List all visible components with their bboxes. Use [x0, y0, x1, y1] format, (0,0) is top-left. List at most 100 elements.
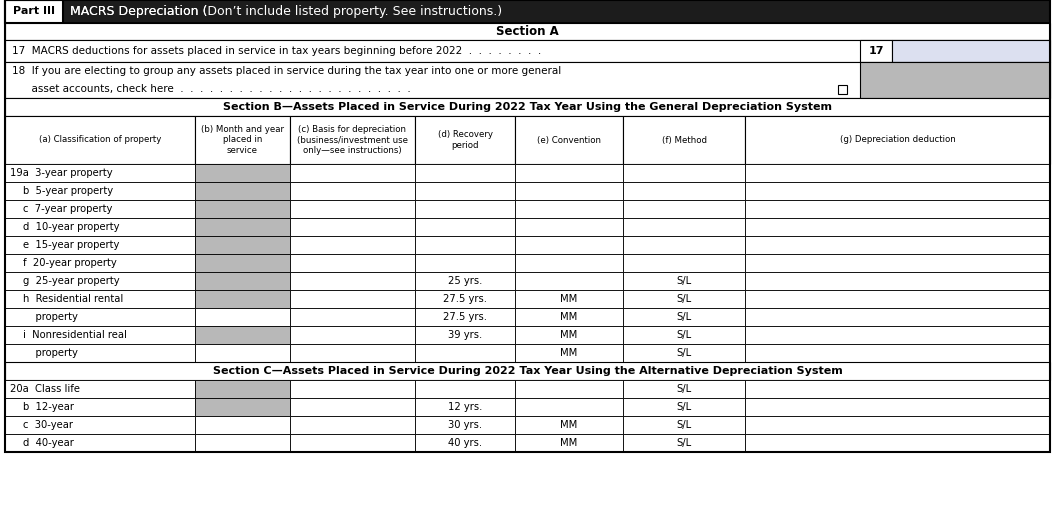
- Bar: [5, 236, 195, 254]
- Bar: [195, 200, 290, 218]
- Bar: [860, 40, 891, 62]
- Text: 12 yrs.: 12 yrs.: [447, 402, 482, 412]
- Bar: [624, 182, 745, 200]
- Bar: [515, 308, 624, 326]
- Text: S/L: S/L: [676, 384, 692, 394]
- Bar: [745, 236, 1050, 254]
- Bar: [891, 40, 1050, 62]
- Text: f  20-year property: f 20-year property: [23, 258, 117, 268]
- Bar: [5, 0, 1050, 23]
- Bar: [5, 62, 1050, 98]
- Bar: [415, 290, 515, 308]
- Bar: [515, 200, 624, 218]
- Bar: [5, 362, 1050, 380]
- Bar: [415, 398, 515, 416]
- Text: h  Residential rental: h Residential rental: [23, 294, 123, 304]
- Text: MM: MM: [560, 330, 578, 340]
- Bar: [415, 164, 515, 182]
- Text: S/L: S/L: [676, 276, 692, 286]
- Bar: [515, 116, 624, 164]
- Text: (g) Depreciation deduction: (g) Depreciation deduction: [840, 136, 956, 145]
- Bar: [5, 0, 1050, 452]
- Bar: [745, 308, 1050, 326]
- Bar: [195, 344, 290, 362]
- Bar: [624, 200, 745, 218]
- Text: MM: MM: [560, 348, 578, 358]
- Bar: [624, 290, 745, 308]
- Text: b  5-year property: b 5-year property: [23, 186, 113, 196]
- Bar: [745, 254, 1050, 272]
- Bar: [745, 290, 1050, 308]
- Text: MACRS Depreciation (Don’t include listed property. See instructions.): MACRS Depreciation (Don’t include listed…: [70, 5, 502, 18]
- Text: property: property: [23, 348, 78, 358]
- Bar: [745, 164, 1050, 182]
- Bar: [624, 326, 745, 344]
- Bar: [290, 272, 415, 290]
- Text: b  12-year: b 12-year: [23, 402, 74, 412]
- Bar: [515, 236, 624, 254]
- Bar: [745, 218, 1050, 236]
- Bar: [290, 416, 415, 434]
- Text: Section C—Assets Placed in Service During 2022 Tax Year Using the Alternative De: Section C—Assets Placed in Service Durin…: [213, 366, 842, 376]
- Bar: [5, 98, 1050, 116]
- Bar: [5, 23, 1050, 40]
- Bar: [5, 272, 195, 290]
- Bar: [838, 84, 847, 93]
- Text: S/L: S/L: [676, 312, 692, 322]
- Text: 20a  Class life: 20a Class life: [9, 384, 80, 394]
- Bar: [415, 200, 515, 218]
- Text: MM: MM: [560, 438, 578, 448]
- Text: 25 yrs.: 25 yrs.: [447, 276, 482, 286]
- Text: Section B—Assets Placed in Service During 2022 Tax Year Using the General Deprec: Section B—Assets Placed in Service Durin…: [223, 102, 832, 112]
- Bar: [195, 308, 290, 326]
- Bar: [5, 326, 195, 344]
- Bar: [5, 380, 195, 398]
- Text: (d) Recovery
period: (d) Recovery period: [438, 130, 493, 149]
- Text: (e) Convention: (e) Convention: [537, 136, 601, 145]
- Bar: [624, 308, 745, 326]
- Bar: [195, 380, 290, 398]
- Bar: [5, 290, 195, 308]
- Bar: [290, 200, 415, 218]
- Text: Part III: Part III: [13, 6, 55, 16]
- Bar: [195, 116, 290, 164]
- Text: 30 yrs.: 30 yrs.: [448, 420, 482, 430]
- Bar: [515, 218, 624, 236]
- Text: MM: MM: [560, 420, 578, 430]
- Bar: [290, 398, 415, 416]
- Bar: [195, 218, 290, 236]
- Bar: [745, 416, 1050, 434]
- Bar: [745, 380, 1050, 398]
- Bar: [290, 380, 415, 398]
- Bar: [290, 254, 415, 272]
- Bar: [5, 116, 195, 164]
- Bar: [5, 434, 195, 452]
- Text: (c) Basis for depreciation
(business/investment use
only—see instructions): (c) Basis for depreciation (business/inv…: [298, 125, 408, 155]
- Bar: [195, 290, 290, 308]
- Bar: [624, 344, 745, 362]
- Bar: [624, 254, 745, 272]
- Bar: [745, 272, 1050, 290]
- Text: S/L: S/L: [676, 348, 692, 358]
- Bar: [624, 434, 745, 452]
- Text: S/L: S/L: [676, 294, 692, 304]
- Bar: [624, 164, 745, 182]
- Text: MACRS Depreciation (: MACRS Depreciation (: [70, 5, 208, 18]
- Bar: [290, 308, 415, 326]
- Text: 27.5 yrs.: 27.5 yrs.: [443, 312, 487, 322]
- Bar: [195, 236, 290, 254]
- Bar: [415, 326, 515, 344]
- Text: (a) Classification of property: (a) Classification of property: [39, 136, 161, 145]
- Bar: [290, 290, 415, 308]
- Bar: [415, 218, 515, 236]
- Bar: [290, 326, 415, 344]
- Text: (b) Month and year
placed in
service: (b) Month and year placed in service: [202, 125, 284, 155]
- Bar: [195, 398, 290, 416]
- Text: S/L: S/L: [676, 402, 692, 412]
- Text: S/L: S/L: [676, 330, 692, 340]
- Text: MM: MM: [560, 312, 578, 322]
- Bar: [290, 344, 415, 362]
- Bar: [515, 164, 624, 182]
- Bar: [415, 434, 515, 452]
- Bar: [415, 254, 515, 272]
